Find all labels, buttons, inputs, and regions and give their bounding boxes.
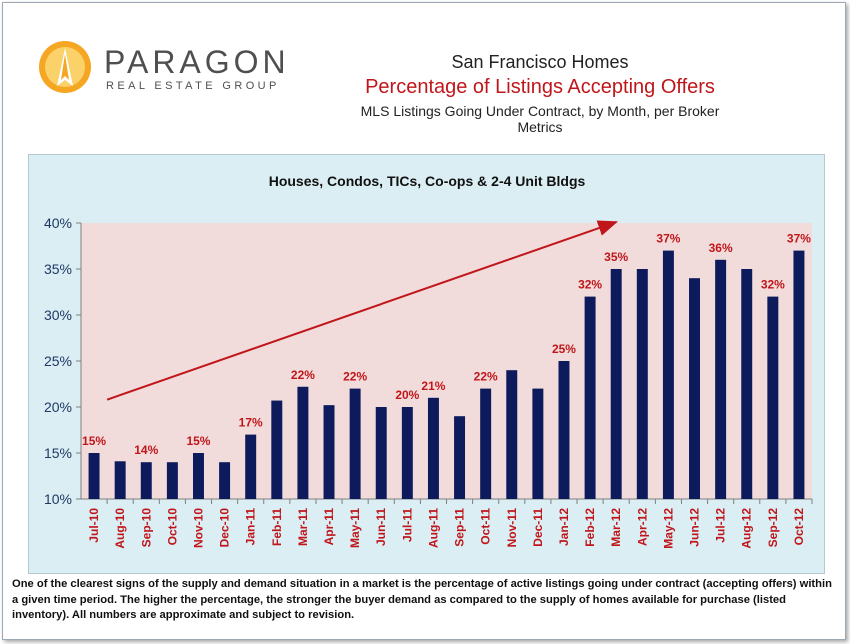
x-tick-label: Aug-10 bbox=[113, 508, 127, 549]
bar bbox=[192, 453, 204, 499]
paragon-logo: PARAGON REAL ESTATE GROUP bbox=[38, 40, 298, 100]
bar bbox=[558, 361, 570, 499]
page-title: San Francisco Homes bbox=[451, 52, 629, 72]
y-tick-label: 15% bbox=[44, 445, 72, 461]
data-label: 37% bbox=[656, 232, 680, 246]
y-tick-label: 40% bbox=[44, 215, 72, 231]
bar bbox=[506, 370, 518, 499]
logo-tagline: REAL ESTATE GROUP bbox=[106, 80, 280, 92]
x-tick-label: Feb-11 bbox=[270, 508, 284, 546]
bar bbox=[793, 250, 805, 499]
bar bbox=[166, 462, 178, 499]
x-tick-label: May-12 bbox=[661, 508, 675, 549]
x-tick-label: Nov-11 bbox=[505, 508, 519, 548]
x-tick-label: Oct-11 bbox=[479, 508, 493, 545]
x-tick-label: Jun-11 bbox=[374, 508, 388, 546]
trend-arrow bbox=[106, 220, 619, 401]
x-tick-label: Jul-11 bbox=[400, 508, 414, 542]
bar bbox=[140, 462, 152, 499]
x-tick-label: Sep-11 bbox=[453, 508, 467, 547]
bar bbox=[323, 405, 335, 499]
page-subtitle: Percentage of Listings Accepting Offers bbox=[365, 76, 715, 98]
x-tick-label: Jun-12 bbox=[688, 508, 702, 547]
footnote: One of the clearest signs of the supply … bbox=[12, 578, 832, 621]
bar bbox=[454, 416, 466, 499]
plot-area bbox=[81, 223, 812, 499]
x-tick-label: Mar-11 bbox=[296, 508, 310, 546]
data-label: 21% bbox=[421, 379, 445, 393]
bar bbox=[401, 407, 413, 499]
x-tick-label: May-11 bbox=[348, 508, 362, 548]
y-tick-label: 35% bbox=[44, 261, 72, 277]
bar bbox=[297, 386, 309, 499]
y-tick-label: 20% bbox=[44, 399, 72, 415]
x-tick-label: Jan-12 bbox=[557, 508, 571, 546]
bar-chart: Houses, Condos, TICs, Co-ops & 2-4 Unit … bbox=[44, 173, 813, 549]
x-tick-label: Jul-12 bbox=[714, 508, 728, 543]
bar bbox=[114, 461, 126, 499]
data-label: 15% bbox=[82, 434, 106, 448]
bar bbox=[532, 388, 544, 499]
x-tick-label: Sep-12 bbox=[766, 508, 780, 548]
bar bbox=[271, 400, 283, 499]
data-label: 32% bbox=[761, 278, 785, 292]
x-tick-label: Jan-11 bbox=[244, 508, 258, 546]
x-tick-label: Dec-10 bbox=[218, 508, 232, 548]
bar bbox=[375, 407, 387, 499]
header: San Francisco Homes Percentage of Listin… bbox=[360, 52, 720, 135]
y-tick-label: 30% bbox=[44, 307, 72, 323]
logo-name: PARAGON bbox=[104, 44, 290, 80]
x-tick-label: Sep-10 bbox=[139, 508, 153, 548]
bar bbox=[662, 250, 674, 499]
data-label: 22% bbox=[343, 370, 367, 384]
bar bbox=[245, 434, 257, 499]
data-label: 37% bbox=[787, 232, 811, 246]
x-tick-label: Jul-10 bbox=[87, 508, 101, 543]
x-tick-label: Oct-10 bbox=[165, 508, 179, 546]
bar bbox=[349, 388, 361, 499]
data-label: 15% bbox=[186, 434, 210, 448]
y-tick-label: 25% bbox=[44, 353, 72, 369]
x-tick-label: Aug-11 bbox=[426, 508, 440, 548]
x-tick-label: Apr-11 bbox=[322, 508, 336, 546]
data-label: 35% bbox=[604, 250, 628, 264]
x-tick-label: Aug-12 bbox=[740, 508, 754, 549]
bar bbox=[427, 397, 439, 499]
data-label: 22% bbox=[291, 368, 315, 382]
y-tick-label: 10% bbox=[44, 491, 72, 507]
data-label: 17% bbox=[239, 416, 263, 430]
x-tick-label: Dec-11 bbox=[531, 508, 545, 547]
x-tick-label: Apr-12 bbox=[635, 508, 649, 546]
paragon-logo-mark-icon bbox=[39, 41, 91, 93]
bar bbox=[741, 269, 753, 499]
chart-container: Houses, Condos, TICs, Co-ops & 2-4 Unit … bbox=[28, 154, 825, 574]
data-label: 32% bbox=[578, 278, 602, 292]
data-label: 25% bbox=[552, 342, 576, 356]
bar bbox=[767, 296, 779, 499]
bar bbox=[88, 453, 100, 499]
x-tick-label: Nov-10 bbox=[191, 508, 205, 548]
bar bbox=[219, 462, 231, 499]
data-label: 14% bbox=[134, 443, 158, 457]
bar bbox=[689, 278, 701, 499]
x-tick-label: Oct-12 bbox=[792, 508, 806, 546]
bar bbox=[636, 269, 648, 499]
bar bbox=[584, 296, 596, 499]
data-label: 36% bbox=[709, 241, 733, 255]
bar bbox=[480, 388, 492, 499]
x-tick-label: Feb-12 bbox=[583, 508, 597, 547]
page-caption: MLS Listings Going Under Contract, by Mo… bbox=[360, 103, 720, 135]
bar bbox=[610, 269, 622, 499]
data-label: 20% bbox=[395, 388, 419, 402]
chart-title: Houses, Condos, TICs, Co-ops & 2-4 Unit … bbox=[269, 173, 586, 189]
bar bbox=[715, 259, 727, 499]
data-label: 22% bbox=[474, 370, 498, 384]
x-tick-label: Mar-12 bbox=[609, 508, 623, 547]
